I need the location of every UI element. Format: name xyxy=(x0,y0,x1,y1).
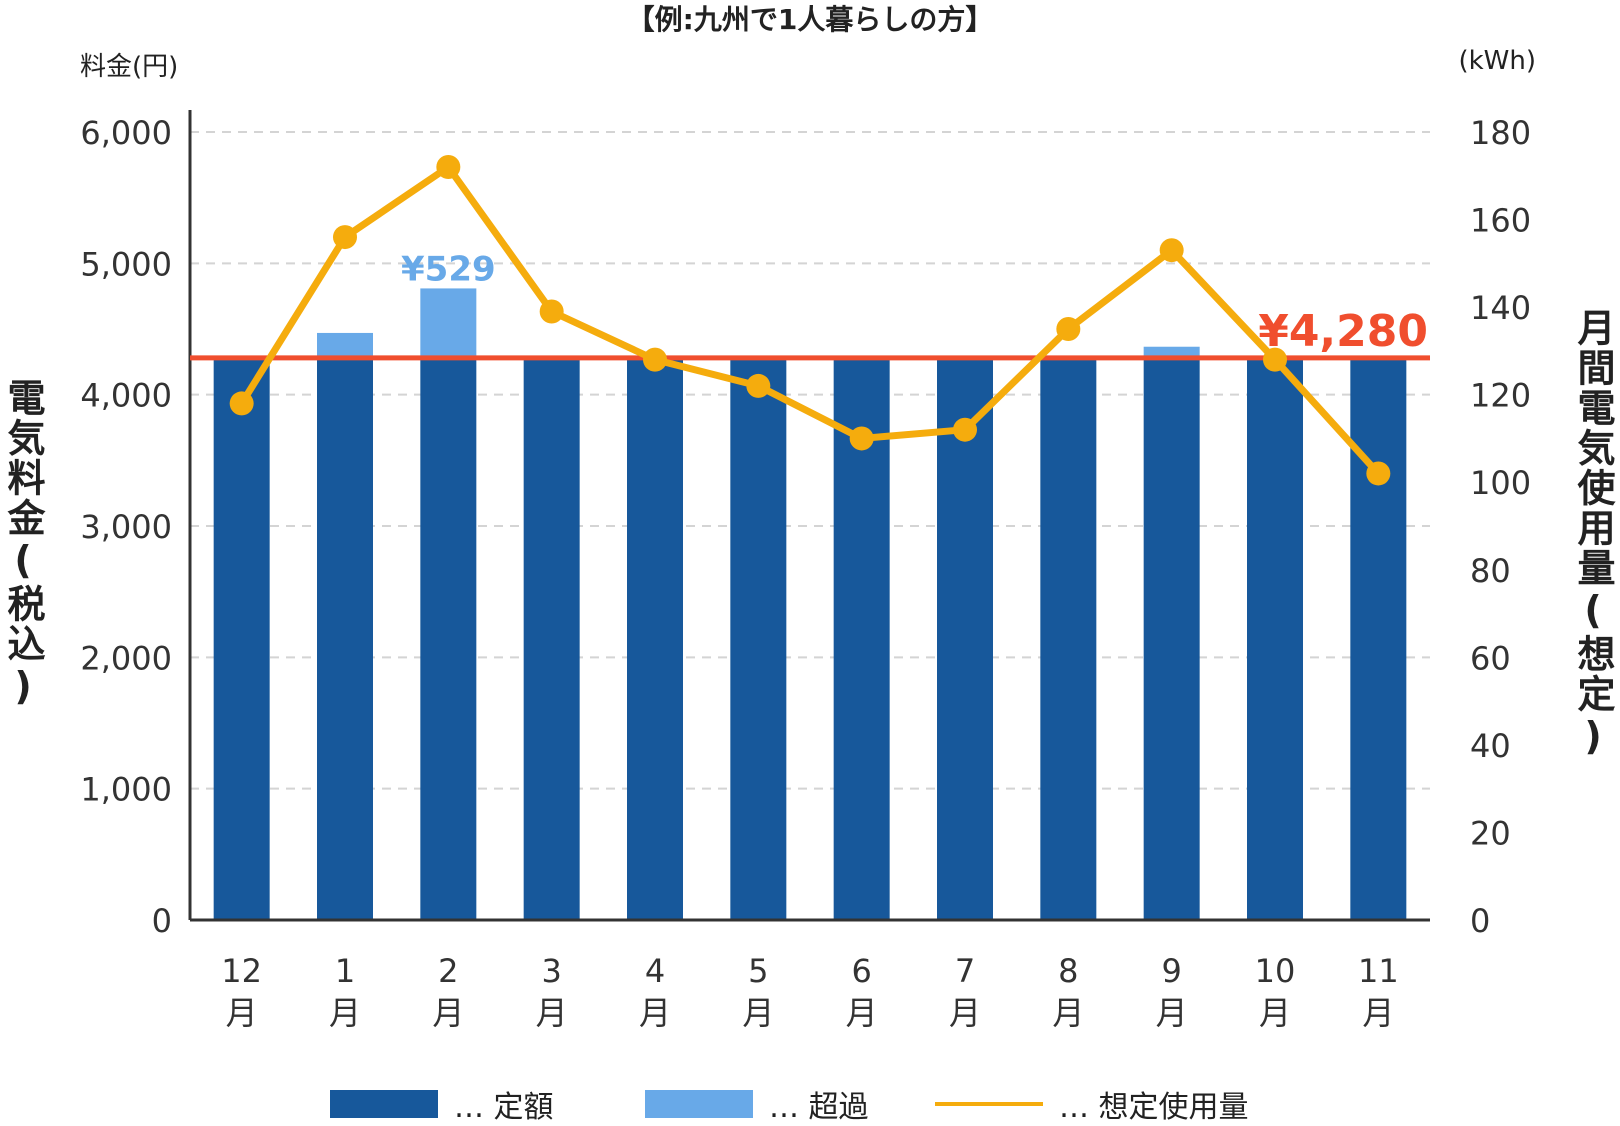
bar-fixed xyxy=(627,357,683,921)
category-number: 6 xyxy=(851,952,871,990)
usage-point xyxy=(643,347,667,372)
right-tick-label: 120 xyxy=(1470,377,1531,415)
left-tick-label: 1,000 xyxy=(80,771,172,809)
usage-point xyxy=(1263,347,1287,372)
legend-line-usage xyxy=(935,1102,1043,1106)
category-number: 8 xyxy=(1058,952,1078,990)
category-suffix: 月 xyxy=(846,994,878,1032)
category-suffix: 月 xyxy=(329,994,361,1032)
right-tick-label: 180 xyxy=(1470,114,1531,152)
usage-point xyxy=(849,426,874,451)
usage-point xyxy=(229,391,254,416)
bar-fixed xyxy=(833,357,890,921)
legend-item-excess: … 超過 xyxy=(645,1086,869,1125)
bar-excess xyxy=(317,332,373,358)
usage-line xyxy=(238,163,1381,476)
category-number: 3 xyxy=(541,952,561,990)
category-number: 4 xyxy=(645,952,665,990)
legend: … 定額 … 超過 … 想定使用量 xyxy=(0,1086,1620,1125)
excess-value-label: ¥529 xyxy=(401,249,496,289)
category-number: 11 xyxy=(1358,952,1399,990)
right-axis-title: 月間電気使用量(想定) xyxy=(1571,308,1615,760)
bar-fixed xyxy=(317,357,373,921)
category-suffix: 月 xyxy=(1362,994,1394,1032)
bar-fixed xyxy=(937,357,993,921)
left-tick-label: 6,000 xyxy=(80,114,172,152)
bar-excess xyxy=(1143,346,1200,358)
legend-item-fixed: … 定額 xyxy=(330,1086,554,1125)
bar-fixed xyxy=(1350,357,1407,921)
bar-fixed xyxy=(213,357,270,921)
right-tick-label: 160 xyxy=(1470,202,1531,240)
bar-fixed xyxy=(1247,357,1303,921)
legend-swatch-fixed xyxy=(330,1090,438,1118)
bar-fixed xyxy=(1040,357,1097,921)
legend-swatch-excess xyxy=(645,1090,753,1118)
legend-label-fixed: … 定額 xyxy=(454,1090,554,1125)
bar-fixed xyxy=(523,357,580,921)
bar-excess xyxy=(420,288,477,358)
bar-fixed xyxy=(730,357,787,921)
category-suffix: 月 xyxy=(1052,994,1084,1032)
usage-point xyxy=(746,373,771,398)
right-tick-label: 140 xyxy=(1470,289,1531,327)
category-suffix: 月 xyxy=(432,994,464,1032)
left-tick-label: 3,000 xyxy=(80,508,172,546)
usage-point xyxy=(539,299,564,324)
usage-point xyxy=(333,225,357,250)
left-axis-title: 電気料金(税込) xyxy=(1,378,45,710)
category-suffix: 月 xyxy=(536,994,568,1032)
category-number: 9 xyxy=(1161,952,1181,990)
category-number: 12 xyxy=(221,952,262,990)
usage-point xyxy=(1056,317,1081,341)
usage-point xyxy=(1366,461,1391,486)
category-number: 1 xyxy=(335,952,355,990)
category-suffix: 月 xyxy=(949,994,981,1032)
reference-line-label: ¥4,280 xyxy=(1258,306,1428,357)
right-tick-label: 60 xyxy=(1470,639,1511,677)
category-suffix: 月 xyxy=(1156,994,1188,1032)
category-number: 2 xyxy=(438,952,458,990)
left-axis-unit: 料金(円) xyxy=(80,52,179,82)
category-suffix: 月 xyxy=(742,994,774,1032)
legend-label-excess: … 超過 xyxy=(769,1090,869,1125)
category-number: 10 xyxy=(1255,952,1296,990)
left-tick-label: 0 xyxy=(152,902,172,940)
legend-label-usage: … 想定使用量 xyxy=(1059,1090,1249,1125)
category-number: 7 xyxy=(955,952,975,990)
bar-fixed xyxy=(420,357,477,921)
category-suffix: 月 xyxy=(226,994,258,1032)
category-number: 5 xyxy=(748,952,768,990)
bar-fixed xyxy=(1143,357,1200,921)
usage-point xyxy=(1159,238,1184,263)
left-tick-label: 2,000 xyxy=(80,639,172,677)
usage-point xyxy=(953,417,977,442)
right-tick-label: 80 xyxy=(1470,552,1511,590)
legend-item-usage: … 想定使用量 xyxy=(935,1086,1249,1125)
category-suffix: 月 xyxy=(1259,994,1291,1032)
usage-point xyxy=(436,155,461,180)
chart-canvas: 0 1,000 2,000 3,000 4,000 5,000 6,000 0 20 40 60 80… xyxy=(80,110,1531,1032)
right-tick-label: 100 xyxy=(1470,464,1531,502)
left-tick-label: 5,000 xyxy=(80,245,172,283)
left-tick-label: 4,000 xyxy=(80,377,172,415)
category-suffix: 月 xyxy=(639,994,671,1032)
chart-title: 【例:九州で1人暮らしの方】 xyxy=(626,3,994,36)
right-axis-unit: (kWh) xyxy=(1458,46,1536,76)
right-tick-label: 20 xyxy=(1470,814,1511,852)
right-tick-label: 40 xyxy=(1470,727,1511,765)
right-tick-label: 0 xyxy=(1470,902,1490,940)
